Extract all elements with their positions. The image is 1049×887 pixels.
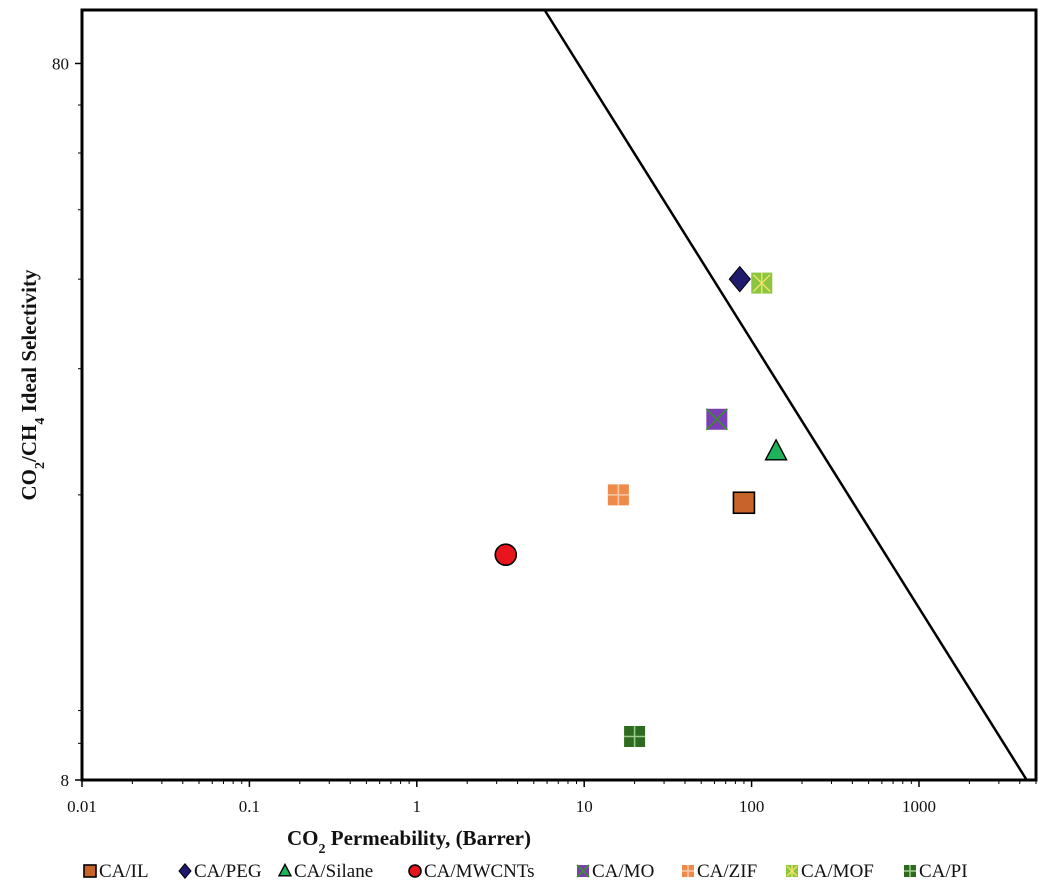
axis-title-subscript: 2: [319, 842, 326, 857]
legend-label: CA/PI: [919, 861, 968, 882]
x-tick-label: 0.01: [67, 797, 97, 816]
marker-diamond: [728, 265, 751, 293]
data-point-ca-pi: [624, 726, 646, 748]
marker-square: [83, 864, 97, 878]
legend-item-ca-mo: CA/MO: [576, 861, 654, 882]
axis-title-part: /CH: [17, 425, 41, 463]
legend-item-ca-zif: CA/ZIF: [682, 861, 757, 882]
axis-title-part: CO: [17, 469, 41, 501]
legend-label: CA/ZIF: [697, 861, 757, 882]
y-tick-label: 8: [61, 771, 70, 790]
legend-label: CA/MO: [592, 861, 654, 882]
marker-triangle: [277, 862, 293, 877]
data-point-ca-mwcnts: [494, 543, 518, 567]
marker-cross-line: [705, 408, 728, 431]
y-tick-label: 80: [52, 54, 69, 73]
data-point-ca-silane: [764, 438, 788, 461]
data-point-ca-mo: [705, 408, 728, 431]
x-tick-label: 10: [576, 797, 593, 816]
legend-label: CA/MOF: [801, 861, 874, 882]
plot-area-border: [80, 8, 1038, 782]
legend-label: CA/PEG: [194, 861, 262, 882]
marker-asterisk-line: [786, 865, 798, 877]
marker-diamond: [178, 863, 192, 879]
x-tick-label: 1000: [902, 797, 936, 816]
x-tick-label: 1: [413, 797, 422, 816]
legend-marker: [277, 862, 293, 877]
axis-title-part: Permeability, (Barrer): [326, 826, 531, 850]
legend-label: CA/MWCNTs: [424, 861, 535, 882]
legend-item-ca-pi: CA/PI: [904, 861, 968, 882]
legend-item-ca-il: CA/IL: [83, 861, 149, 882]
legend-item-ca-silane: CA/Silane: [277, 861, 373, 882]
upper-bound-line: [543, 9, 1028, 781]
axis-title-subscript: 2: [33, 462, 48, 469]
legend-item-ca-mof: CA/MOF: [786, 861, 874, 882]
legend-marker: [83, 864, 97, 878]
axis-title-part: Ideal Selectivity: [17, 269, 41, 418]
legend-marker: [178, 863, 192, 879]
x-tick-label: 0.1: [239, 797, 260, 816]
legend-label: CA/IL: [99, 861, 149, 882]
axis-title-part: CO: [287, 826, 319, 850]
legend-marker: [786, 865, 798, 877]
legend-marker: [576, 864, 590, 878]
x-axis-title: CO2 Permeability, (Barrer): [287, 826, 531, 857]
data-point-ca-mof: [751, 272, 773, 294]
marker-circle: [408, 864, 422, 878]
axis-title-subscript: 4: [33, 418, 48, 425]
marker-circle: [494, 543, 518, 567]
y-axis-title: CO2/CH4 Ideal Selectivity: [17, 269, 48, 500]
legend-label: CA/Silane: [294, 861, 373, 882]
legend-item-ca-mwcnts: CA/MWCNTs: [408, 861, 535, 882]
data-point-ca-peg: [728, 265, 751, 293]
legend-item-ca-peg: CA/PEG: [178, 861, 262, 882]
x-tick-label: 100: [739, 797, 765, 816]
legend-marker: [408, 864, 422, 878]
data-point-ca-il: [732, 491, 756, 515]
marker-square: [732, 491, 756, 515]
marker-cross-line: [576, 864, 590, 878]
data-point-ca-zif: [607, 484, 629, 506]
marker-asterisk-line: [752, 274, 771, 292]
legend-marker: [904, 865, 916, 877]
marker-triangle: [764, 438, 788, 461]
legend-marker: [682, 865, 694, 877]
